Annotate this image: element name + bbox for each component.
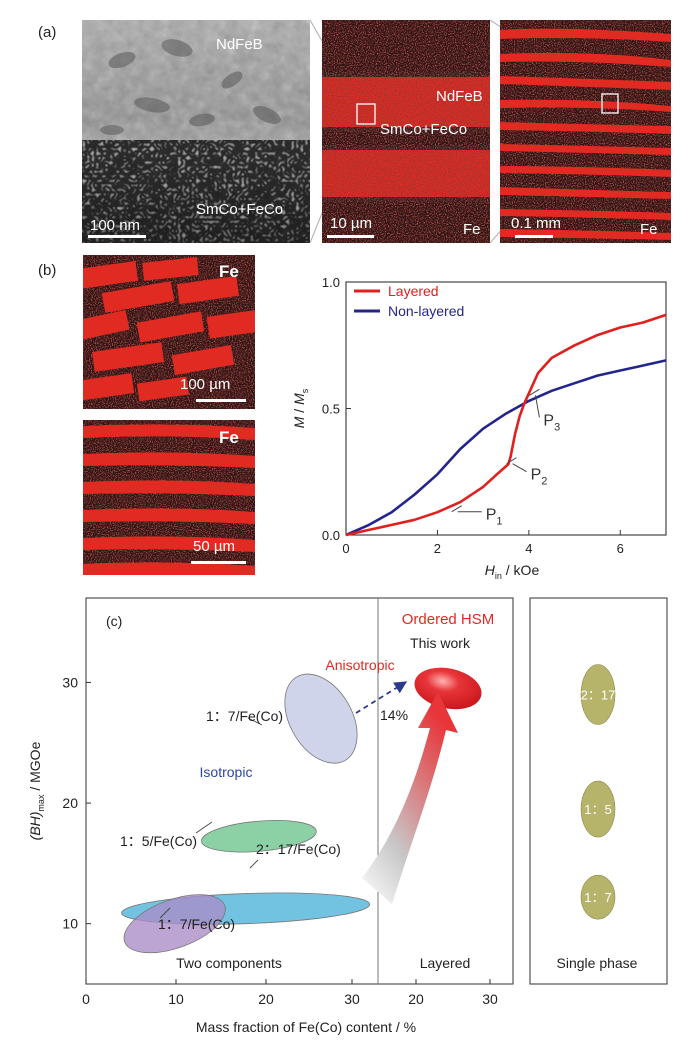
- annotation-label: P1: [486, 507, 503, 528]
- dashed-arrow: [355, 681, 408, 714]
- single-phase-label: 2：17: [581, 688, 616, 703]
- series-line-non-layered: [345, 359, 667, 537]
- x-tick-label: 20: [258, 991, 274, 1007]
- series-line-layered: [345, 313, 667, 537]
- tem-image: [82, 20, 310, 243]
- annotation-leader: [512, 463, 527, 473]
- tem-bottom-label: SmCo+FeCo: [196, 201, 284, 218]
- x-axis-label: Mass fraction of Fe(Co) content / %: [196, 1019, 416, 1035]
- x-tick-label: 6: [617, 541, 624, 556]
- y-tick-label: 20: [62, 795, 78, 811]
- single-phase-frame: [529, 597, 668, 985]
- magnetization-chart: 0 2 4 6 0.0 0.5 1.0 M / Ms Hin / kOe Layered Non-l…: [291, 275, 667, 581]
- map-b-top-scalebar: [196, 399, 246, 402]
- region-leader: [159, 907, 171, 919]
- zoom-box: [356, 103, 376, 125]
- this-work-label: This work: [410, 635, 471, 651]
- x-tick-label: 30: [482, 991, 498, 1007]
- region-ellipse: [284, 673, 358, 764]
- x-tick-label: 0: [342, 541, 349, 556]
- region-label: 2：17/Fe(Co): [256, 841, 341, 857]
- tem-scalebar: [88, 235, 146, 238]
- map2-scalebar: [515, 235, 553, 238]
- improvement-label: 14%: [380, 707, 408, 723]
- region-label: 1：7/Fe(Co): [206, 708, 283, 724]
- panel-c-label: (c): [106, 613, 122, 629]
- y-axis-label: (BH)max / MGOe: [27, 741, 46, 840]
- y-tick-label: 0.0: [322, 528, 340, 543]
- isotropic-label: Isotropic: [200, 764, 253, 780]
- map1-label-ndfeb: NdFeB: [436, 88, 483, 105]
- section-label: Two components: [176, 955, 282, 971]
- eds-map-2: [500, 20, 671, 243]
- map-b-bottom-scale-label: 50 µm: [193, 538, 235, 555]
- x-tick-label: 4: [525, 541, 532, 556]
- map1-scalebar: [327, 235, 374, 238]
- region-label: 1：5/Fe(Co): [120, 833, 197, 849]
- annotation-tick: [451, 505, 462, 513]
- plot-frame: [345, 281, 667, 536]
- ordered-hsm-label: Ordered HSM: [402, 611, 495, 628]
- annotation-leader: [534, 395, 540, 418]
- panel-a-label: (a): [38, 24, 57, 41]
- map-b-bottom-element: Fe: [219, 428, 239, 447]
- legend-label: Non-layered: [388, 303, 464, 319]
- x-axis-label: Hin / kOe: [485, 562, 540, 581]
- map2-element-label: Fe: [640, 221, 658, 238]
- y-axis-label: M / Ms: [291, 388, 310, 428]
- anisotropic-label: Anisotropic: [325, 657, 394, 673]
- single-phase-label: 1：7: [584, 890, 611, 905]
- x-tick-label: 30: [344, 991, 360, 1007]
- x-tick-label: 20: [408, 991, 424, 1007]
- region-ellipse: [123, 894, 226, 954]
- annotation-label: P2: [531, 467, 548, 488]
- panel-b-label: (b): [38, 262, 57, 279]
- x-tick-label: 2: [434, 541, 441, 556]
- y-tick-label: 30: [62, 674, 78, 690]
- eds-map-b-bottom: [83, 420, 255, 575]
- map2-scale-label: 0.1 mm: [511, 215, 562, 232]
- energy-product-chart: (c) 10 20 30 0 10 20 30 20 30 (BH)max / MGOe Mass f…: [27, 597, 668, 1035]
- tem-scale-label: 100 nm: [90, 217, 141, 234]
- y-tick-label: 1.0: [322, 275, 340, 290]
- y-tick-label: 10: [62, 916, 78, 932]
- map1-element-label: Fe: [463, 221, 481, 238]
- region-label: 1：7/Fe(Co): [158, 916, 235, 932]
- zoom-box: [601, 93, 619, 114]
- map1-scale-label: 10 µm: [330, 215, 372, 232]
- y-tick-label: 0.5: [322, 402, 340, 417]
- x-tick-label: 0: [82, 991, 90, 1007]
- single-phase-ellipse: [580, 664, 616, 725]
- region-leader: [247, 717, 263, 726]
- single-phase-ellipse: [580, 780, 616, 838]
- eds-map-1: [322, 20, 490, 243]
- eds-map-b-top: [83, 255, 255, 409]
- improvement-arrow: [362, 692, 458, 904]
- annotation-label: P3: [543, 412, 560, 433]
- legend-label: Layered: [388, 283, 439, 299]
- map-b-top-element: Fe: [219, 262, 239, 281]
- section-label: Single phase: [557, 955, 638, 971]
- section-label: Layered: [420, 955, 471, 971]
- this-work-ellipse: [414, 667, 482, 710]
- x-tick-label: 10: [168, 991, 184, 1007]
- annotation-tick: [529, 388, 540, 396]
- map1-label-smco: SmCo+FeCo: [380, 121, 468, 138]
- single-phase-ellipse: [580, 874, 616, 920]
- plot-frame: [85, 597, 514, 985]
- annotation-tick: [506, 457, 517, 465]
- map-b-top-scale-label: 100 µm: [180, 376, 231, 393]
- region-leader: [249, 859, 259, 869]
- single-phase-label: 1：5: [584, 802, 611, 817]
- region-ellipse: [201, 819, 317, 853]
- region-leader: [195, 821, 213, 834]
- tem-top-label: NdFeB: [216, 36, 263, 53]
- map-b-bottom-scalebar: [191, 561, 246, 564]
